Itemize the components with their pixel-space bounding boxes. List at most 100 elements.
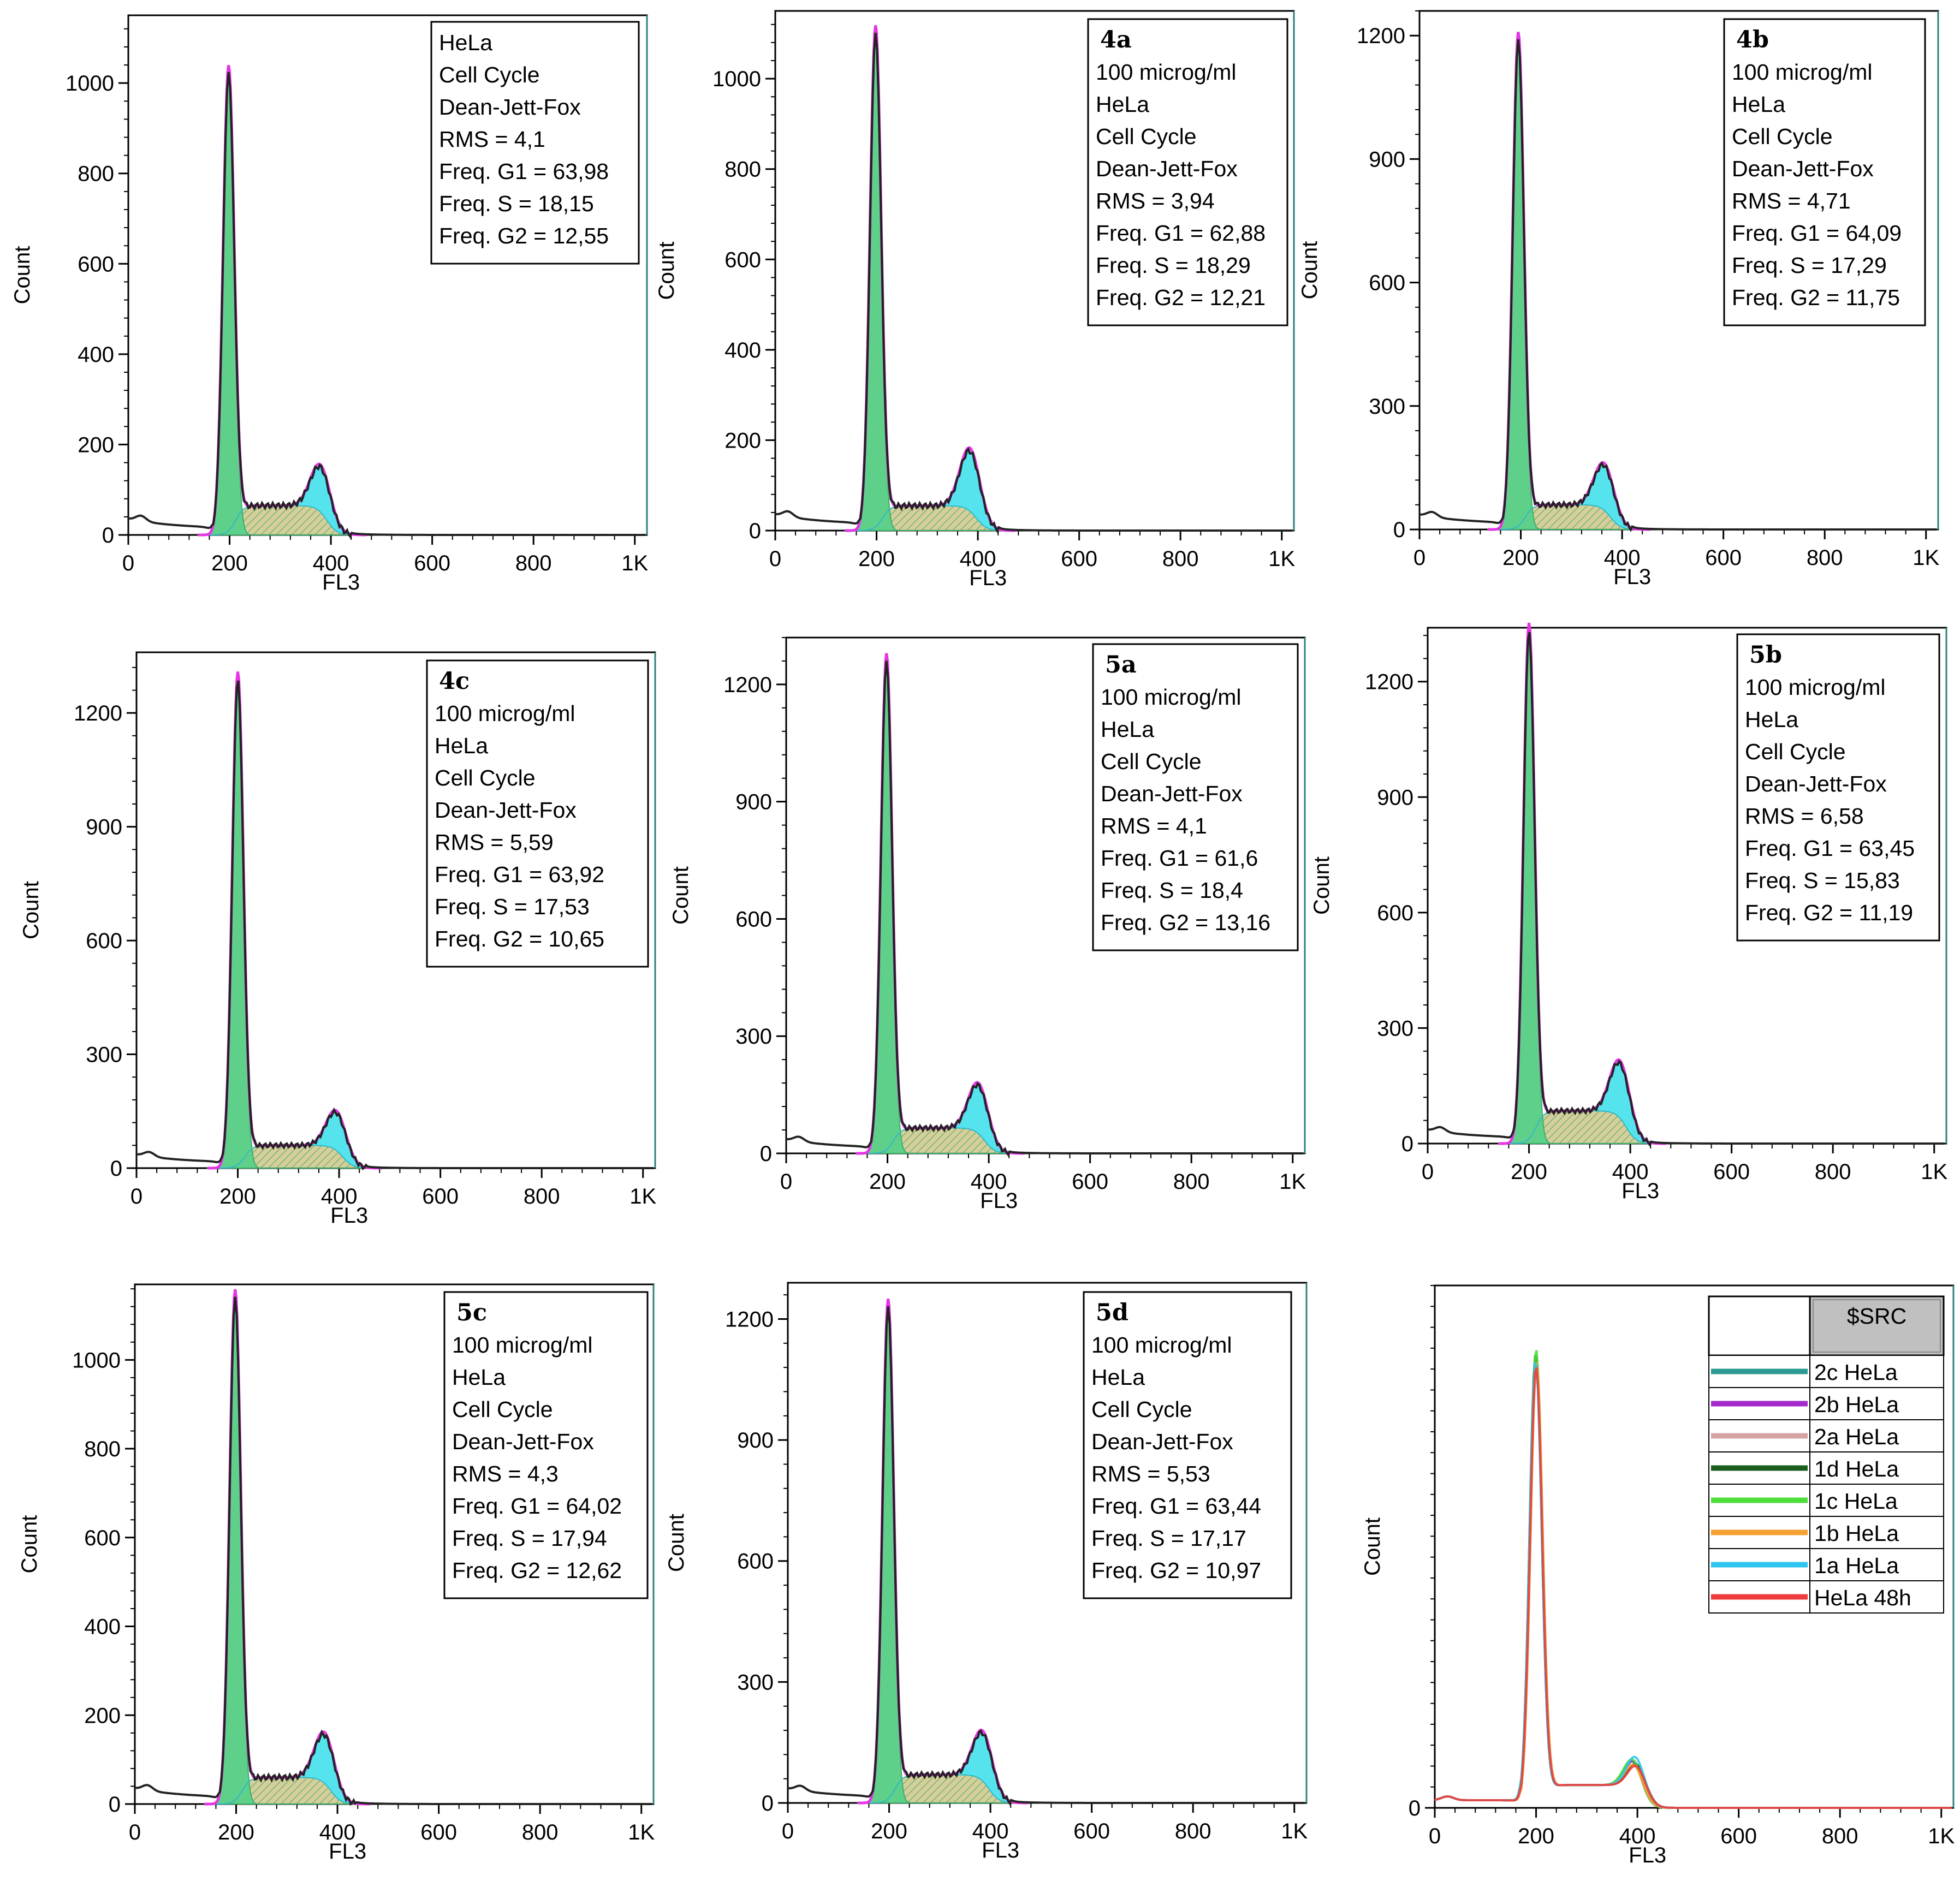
legend-label-cell (1809, 1419, 1944, 1453)
y-axis-label: Count (10, 246, 34, 305)
y-tick-label: 900 (1369, 147, 1405, 171)
info-line: Freq. G1 = 63,98 (439, 159, 609, 184)
y-tick-label: 900 (1377, 785, 1413, 809)
y-tick-label: 600 (724, 248, 761, 272)
histogram-data-line (128, 72, 645, 539)
x-tick-label: 200 (218, 1820, 254, 1844)
info-line: Dean-Jett-Fox (435, 797, 577, 823)
x-tick-label: 1K (1281, 1819, 1308, 1843)
info-line: Dean-Jett-Fox (1732, 156, 1874, 181)
x-tick-label: 0 (769, 547, 781, 571)
y-tick-label: 900 (737, 1428, 774, 1453)
info-line: Dean-Jett-Fox (452, 1429, 594, 1454)
info-line: HeLa (1732, 92, 1785, 117)
x-axis-label: FL3 (969, 566, 1007, 590)
x-tick-label: 200 (1511, 1160, 1547, 1184)
panel-5c: 0 200 400 600 800 1000 0 200 400 600 800 1K FL3 Count… (17, 1283, 655, 1864)
legend-entry-label: 1c HeLa (1814, 1489, 1898, 1514)
legend-entry-label: 1b HeLa (1814, 1521, 1899, 1546)
info-panel-id: 5a (1105, 651, 1137, 678)
y-tick-label: 300 (735, 1025, 772, 1049)
y-tick-label: 600 (1377, 901, 1413, 925)
info-line: 100 microg/ml (1091, 1332, 1232, 1358)
x-axis-label: FL3 (1613, 565, 1651, 589)
y-tick-label: 600 (78, 252, 114, 276)
x-tick-label: 1K (1913, 546, 1939, 570)
y-tick-label: 300 (1369, 395, 1405, 419)
info-line: RMS = 4,3 (452, 1461, 559, 1486)
y-axis-label: Count (17, 1515, 41, 1574)
x-axis-label: FL3 (330, 1204, 368, 1228)
info-line: Freq. G1 = 63,45 (1745, 836, 1915, 861)
info-line: HeLa (1096, 92, 1149, 117)
y-tick-label: 200 (78, 433, 114, 457)
info-line: Cell Cycle (1096, 124, 1197, 149)
y-axis-label: Count (1310, 856, 1334, 915)
y-axis-label: Count (655, 242, 679, 300)
info-line: Freq. G2 = 13,16 (1101, 910, 1270, 935)
info-line: Freq. S = 17,53 (435, 894, 590, 919)
legend-label-cell (1809, 1516, 1944, 1549)
x-tick-label: 0 (782, 1819, 794, 1843)
info-line: Freq. G1 = 62,88 (1096, 221, 1266, 246)
info-line: HeLa (435, 733, 488, 758)
x-tick-label: 1K (629, 1184, 656, 1209)
info-box (1083, 1291, 1292, 1599)
y-tick-label: 600 (1369, 271, 1405, 295)
x-tick-label: 600 (1072, 1170, 1108, 1194)
y-tick-label: 900 (735, 790, 772, 814)
info-box (1723, 18, 1926, 326)
info-box (430, 21, 640, 265)
info-line: Cell Cycle (435, 765, 536, 790)
y-axis-label: Count (1298, 241, 1322, 300)
x-tick-label: 800 (1815, 1160, 1851, 1184)
y-tick-label: 800 (724, 158, 761, 182)
legend-entry-label: HeLa 48h (1814, 1585, 1911, 1610)
info-box (1092, 643, 1299, 951)
info-line: Freq. S = 15,83 (1745, 868, 1900, 893)
g1-peak-area (858, 1302, 1028, 1803)
info-line: Freq. S = 18,4 (1101, 878, 1243, 903)
info-line: HeLa (439, 30, 492, 55)
x-axis-label: FL3 (980, 1189, 1018, 1213)
x-tick-label: 200 (211, 551, 248, 575)
y-tick-label: 300 (737, 1670, 774, 1694)
info-line: Freq. S = 18,15 (439, 191, 594, 216)
y-tick-label: 0 (1409, 1796, 1421, 1820)
panel-base: 0 200 400 600 800 1000 0 200 400 600 800 1K FL3 Count… (10, 14, 649, 594)
x-tick-label: 800 (524, 1184, 560, 1209)
info-box (1736, 633, 1940, 942)
y-tick-label: 900 (86, 816, 122, 840)
y-tick-label: 400 (78, 343, 114, 367)
x-tick-label: 0 (129, 1820, 141, 1844)
info-line: Freq. G2 = 12,62 (452, 1558, 622, 1583)
x-tick-label: 1K (628, 1820, 655, 1844)
x-tick-label: 1K (1928, 1824, 1955, 1848)
y-tick-label: 0 (1401, 1132, 1413, 1156)
info-line: 100 microg/ml (452, 1332, 592, 1358)
x-tick-label: 200 (858, 547, 895, 571)
info-line: RMS = 4,71 (1732, 188, 1851, 213)
y-tick-label: 0 (760, 1142, 772, 1166)
x-tick-label: 0 (1413, 546, 1426, 570)
g1-peak-area (205, 1293, 370, 1805)
g1-peak-area (1498, 627, 1666, 1144)
info-line: Dean-Jett-Fox (1101, 781, 1243, 806)
x-tick-label: 600 (422, 1184, 459, 1209)
x-tick-label: 0 (780, 1170, 792, 1194)
histogram-data-line (136, 680, 654, 1170)
y-tick-label: 0 (762, 1791, 774, 1815)
x-tick-label: 800 (522, 1820, 559, 1844)
y-tick-label: 600 (84, 1526, 121, 1550)
x-tick-label: 200 (219, 1184, 256, 1209)
info-line: Freq. G2 = 10,65 (435, 926, 604, 951)
legend-entry-label: 2a HeLa (1814, 1424, 1899, 1449)
y-tick-label: 1200 (723, 673, 772, 697)
info-line: Dean-Jett-Fox (1745, 771, 1887, 796)
x-tick-label: 800 (1175, 1819, 1211, 1843)
y-tick-label: 0 (749, 519, 761, 543)
info-line: HeLa (1745, 707, 1798, 732)
y-tick-label: 1200 (725, 1307, 774, 1331)
info-line: RMS = 4,1 (1101, 813, 1207, 838)
y-tick-label: 600 (735, 907, 772, 931)
